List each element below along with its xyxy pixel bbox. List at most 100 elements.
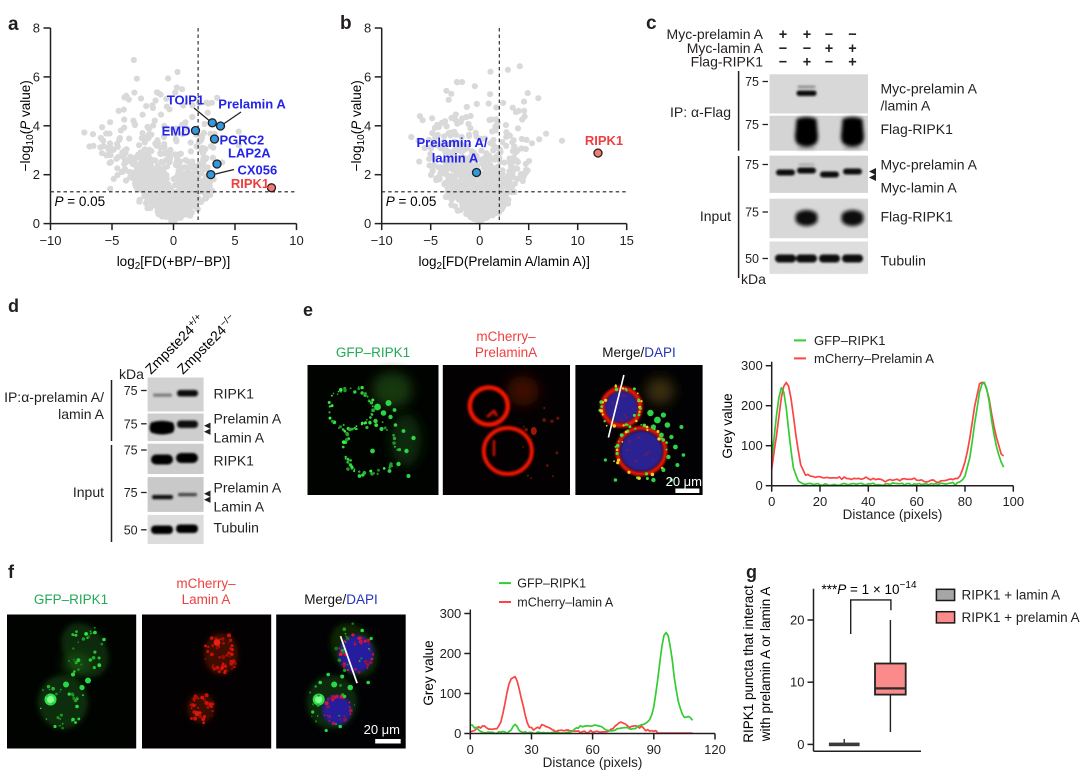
svg-text:GFP–RIPK1: GFP–RIPK1 xyxy=(336,345,410,360)
svg-text:+: + xyxy=(779,27,787,43)
svg-text:0: 0 xyxy=(476,233,483,248)
svg-text:8: 8 xyxy=(364,21,371,36)
svg-text:0: 0 xyxy=(467,742,474,757)
svg-text:100: 100 xyxy=(440,686,462,701)
svg-text:90: 90 xyxy=(647,742,661,757)
svg-text:kDa: kDa xyxy=(119,366,144,382)
svg-text:GFP–RIPK1: GFP–RIPK1 xyxy=(814,333,886,348)
svg-text:50: 50 xyxy=(124,523,138,537)
svg-text:30: 30 xyxy=(524,742,538,757)
svg-text:−: − xyxy=(779,55,787,71)
svg-text:Tubulin: Tubulin xyxy=(214,520,259,536)
svg-text:EMD: EMD xyxy=(162,124,191,139)
svg-text:80: 80 xyxy=(958,494,972,509)
svg-text:Prelamin A/: Prelamin A/ xyxy=(416,135,487,150)
svg-text:Distance (pixels): Distance (pixels) xyxy=(543,755,643,770)
svg-text:GFP–RIPK1: GFP–RIPK1 xyxy=(34,592,108,607)
svg-text:10: 10 xyxy=(790,675,804,690)
svg-text:6: 6 xyxy=(364,69,371,84)
svg-text:log2[FD(Prelamin A/lamin A)]: log2[FD(Prelamin A/lamin A)] xyxy=(419,254,590,272)
svg-text:300: 300 xyxy=(440,606,462,621)
svg-text:50: 50 xyxy=(745,252,759,266)
svg-text:g: g xyxy=(746,562,757,582)
svg-text:Myc-lamin A: Myc-lamin A xyxy=(881,180,958,196)
svg-text:+: + xyxy=(803,55,811,71)
svg-text:Prelamin A: Prelamin A xyxy=(218,97,286,112)
svg-text:Distance (pixels): Distance (pixels) xyxy=(843,507,943,522)
svg-text:a: a xyxy=(8,14,19,35)
svg-text:mCherry–: mCherry– xyxy=(476,329,536,344)
svg-text:b: b xyxy=(340,13,352,34)
svg-text:Tubulin: Tubulin xyxy=(881,253,926,269)
svg-text:Prelamin A: Prelamin A xyxy=(214,480,282,496)
svg-text:40: 40 xyxy=(861,494,875,509)
svg-text:Lamin A: Lamin A xyxy=(214,430,265,446)
svg-text:0: 0 xyxy=(755,478,762,493)
svg-text:Merge/DAPI: Merge/DAPI xyxy=(602,345,676,360)
svg-text:RIPK1: RIPK1 xyxy=(585,133,623,148)
svg-text:8: 8 xyxy=(33,21,40,36)
svg-text:300: 300 xyxy=(741,358,763,373)
svg-text:75: 75 xyxy=(745,118,759,132)
svg-text:75: 75 xyxy=(124,486,138,500)
svg-text:+: + xyxy=(848,55,856,71)
svg-text:20: 20 xyxy=(790,613,804,628)
svg-text:Merge/DAPI: Merge/DAPI xyxy=(304,592,378,607)
svg-text:RIPK1: RIPK1 xyxy=(214,453,255,469)
svg-text:−: − xyxy=(779,41,787,57)
svg-text:log2[FD(+BP/−BP)]: log2[FD(+BP/−BP)] xyxy=(117,254,231,272)
svg-text:0: 0 xyxy=(364,216,371,231)
svg-text:20 μm: 20 μm xyxy=(666,474,702,489)
svg-text:15: 15 xyxy=(619,233,633,248)
svg-text:LAP2A: LAP2A xyxy=(228,146,271,161)
svg-text:Myc-prelamin A: Myc-prelamin A xyxy=(881,81,978,97)
svg-text:20 μm: 20 μm xyxy=(364,722,400,737)
svg-text:Grey value: Grey value xyxy=(720,393,735,458)
svg-text:200: 200 xyxy=(741,398,763,413)
svg-text:Myc-lamin A: Myc-lamin A xyxy=(687,40,764,56)
svg-text:Myc-prelamin A: Myc-prelamin A xyxy=(881,157,978,173)
svg-text:Input: Input xyxy=(73,484,104,500)
svg-text:−10: −10 xyxy=(39,233,61,248)
svg-text:75: 75 xyxy=(124,444,138,458)
svg-text:c: c xyxy=(646,13,657,34)
svg-text:100: 100 xyxy=(741,438,763,453)
svg-text:+: + xyxy=(848,41,856,57)
svg-text:0: 0 xyxy=(768,494,775,509)
svg-text:−5: −5 xyxy=(423,233,438,248)
svg-text:4: 4 xyxy=(33,118,40,133)
svg-text:P = 0.05: P = 0.05 xyxy=(55,194,106,209)
svg-text:lamin A: lamin A xyxy=(58,406,105,422)
svg-text:0: 0 xyxy=(797,737,804,752)
svg-text:75: 75 xyxy=(745,206,759,220)
svg-text:+: + xyxy=(825,41,833,57)
svg-text:PGRC2: PGRC2 xyxy=(220,133,265,148)
svg-text:e: e xyxy=(303,300,313,320)
svg-text:10: 10 xyxy=(570,233,584,248)
svg-text:Flag-RIPK1: Flag-RIPK1 xyxy=(881,121,954,137)
svg-text:200: 200 xyxy=(440,646,462,661)
svg-text:***P = 1 × 10−14: ***P = 1 × 10−14 xyxy=(821,580,916,597)
svg-text:2: 2 xyxy=(364,167,371,182)
svg-text:75: 75 xyxy=(124,417,138,431)
svg-text:60: 60 xyxy=(909,494,923,509)
svg-text:P = 0.05: P = 0.05 xyxy=(386,194,437,209)
svg-text:RIPK1: RIPK1 xyxy=(214,386,255,402)
svg-text:20: 20 xyxy=(813,494,827,509)
svg-text:/lamin A: /lamin A xyxy=(881,98,931,114)
svg-text:−: − xyxy=(803,41,811,57)
svg-text:mCherry–lamin A: mCherry–lamin A xyxy=(517,595,614,609)
svg-text:with prelamin A or lamin A: with prelamin A or lamin A xyxy=(758,587,773,743)
svg-text:−10: −10 xyxy=(371,233,393,248)
svg-text:10: 10 xyxy=(289,233,303,248)
svg-text:f: f xyxy=(8,562,15,582)
svg-text:RIPK1 + lamin A: RIPK1 + lamin A xyxy=(962,588,1061,603)
svg-text:d: d xyxy=(8,296,19,316)
svg-text:−: − xyxy=(825,55,833,71)
svg-text:0: 0 xyxy=(454,726,461,741)
svg-text:6: 6 xyxy=(33,69,40,84)
svg-text:−: − xyxy=(825,27,833,43)
svg-text:5: 5 xyxy=(231,233,238,248)
svg-text:0: 0 xyxy=(33,216,40,231)
svg-text:Lamin A: Lamin A xyxy=(182,592,231,607)
